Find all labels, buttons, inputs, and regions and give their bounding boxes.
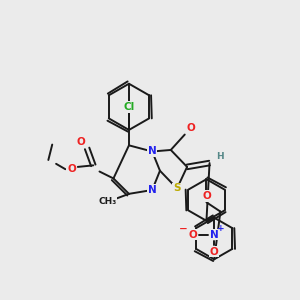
Text: N: N [148, 146, 157, 157]
Text: O: O [67, 164, 76, 174]
Text: +: + [218, 224, 225, 233]
Text: −: − [179, 224, 188, 233]
Text: N: N [210, 230, 219, 240]
Text: O: O [188, 230, 197, 240]
Text: H: H [217, 152, 224, 161]
Text: O: O [210, 247, 219, 256]
Text: CH₃: CH₃ [98, 197, 116, 206]
Text: O: O [202, 191, 211, 201]
Text: O: O [187, 123, 195, 134]
Text: N: N [148, 185, 157, 195]
Text: Cl: Cl [123, 102, 135, 112]
Text: S: S [173, 184, 181, 194]
Text: O: O [76, 137, 85, 147]
